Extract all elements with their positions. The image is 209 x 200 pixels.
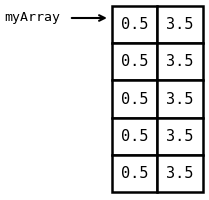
Bar [112, 80, 157, 118]
Text: 0.5: 0.5 [121, 17, 148, 32]
Bar [112, 155, 157, 192]
Text: 0.5: 0.5 [121, 54, 148, 69]
Bar [157, 118, 203, 155]
Text: myArray: myArray [4, 11, 60, 24]
Bar [112, 118, 157, 155]
Bar [112, 6, 157, 43]
Text: 0.5: 0.5 [121, 92, 148, 106]
Bar [157, 155, 203, 192]
Text: 3.5: 3.5 [166, 166, 194, 181]
Text: 3.5: 3.5 [166, 92, 194, 106]
Text: 3.5: 3.5 [166, 129, 194, 144]
Text: 0.5: 0.5 [121, 166, 148, 181]
Bar [112, 43, 157, 80]
Text: 3.5: 3.5 [166, 17, 194, 32]
Text: 0.5: 0.5 [121, 129, 148, 144]
Bar [157, 6, 203, 43]
Bar [157, 80, 203, 118]
Text: 3.5: 3.5 [166, 54, 194, 69]
Bar [157, 43, 203, 80]
